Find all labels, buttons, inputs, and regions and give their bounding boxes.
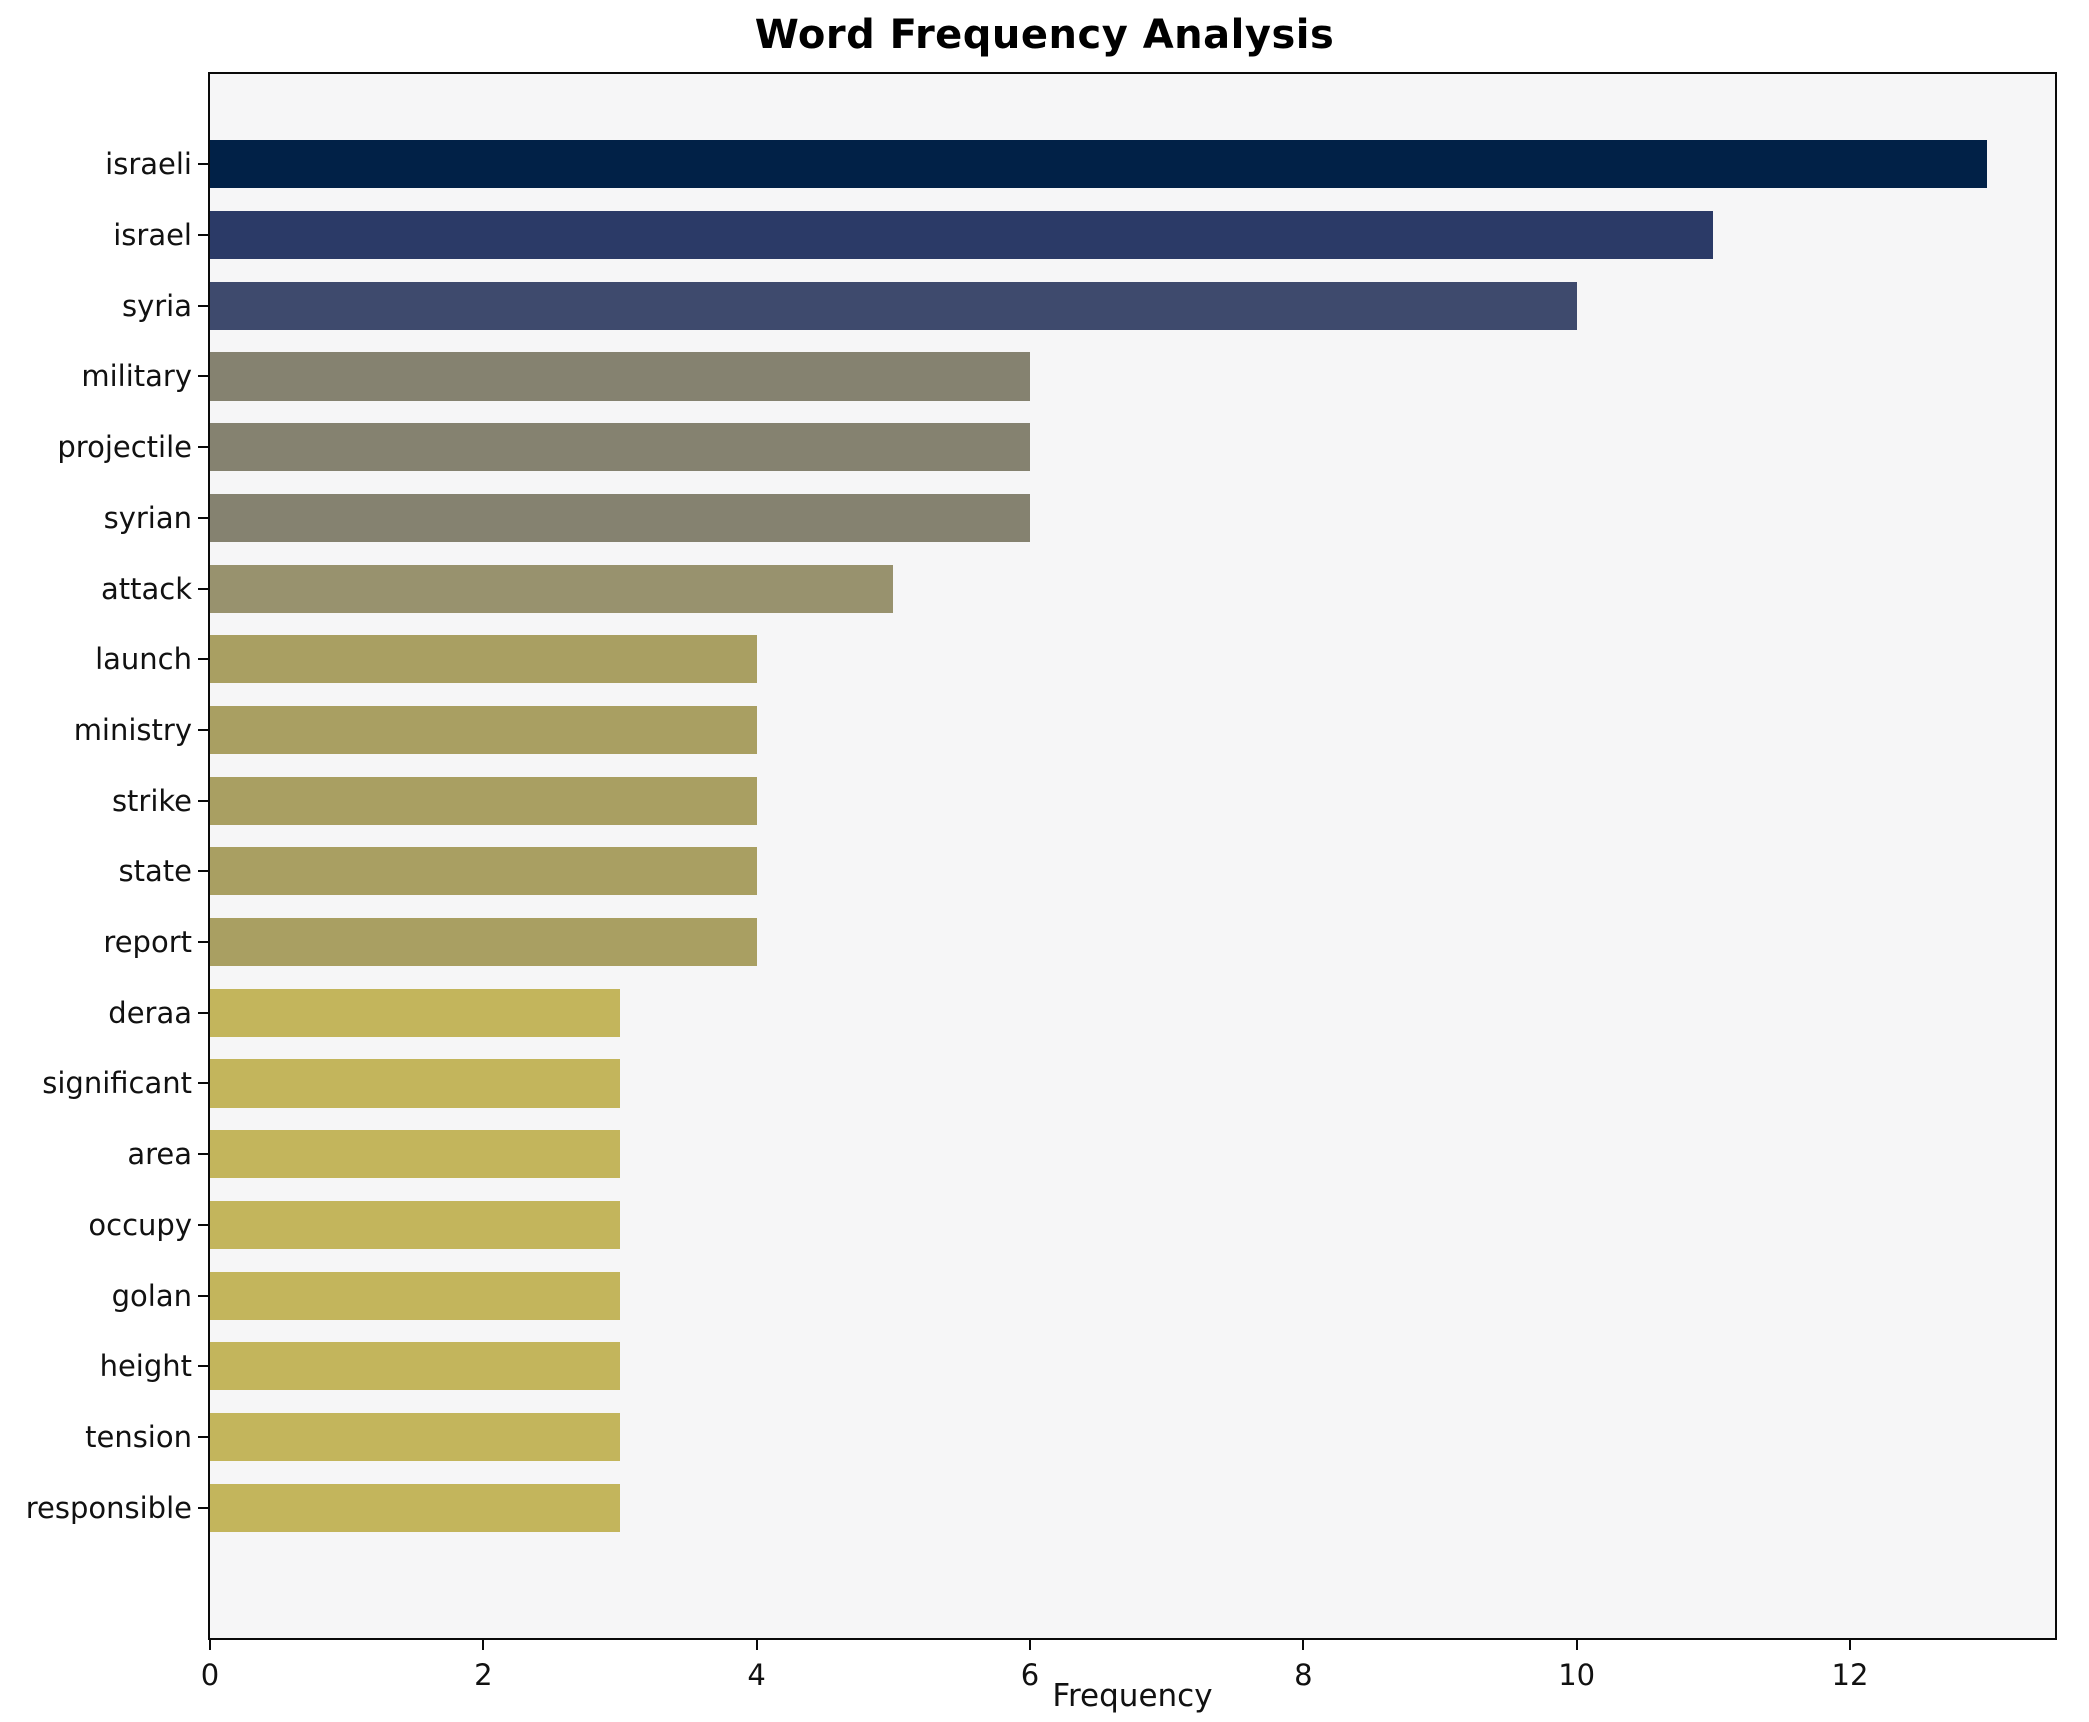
- bar-syrian: [210, 493, 1030, 542]
- x-tick-label: 12: [1831, 1658, 1869, 1692]
- x-tick-mark: [1029, 1640, 1031, 1650]
- x-tick-mark: [209, 1640, 211, 1650]
- y-tick-mark: [198, 1436, 208, 1438]
- bar-row: significant: [42, 1048, 2055, 1119]
- y-tick-mark: [198, 1011, 208, 1014]
- x-axis-label: Frequency: [1052, 1678, 1213, 1714]
- y-tick-mark: [198, 587, 208, 590]
- bar-row: syrian: [104, 483, 2055, 554]
- y-tick-mark: [198, 1223, 208, 1226]
- bar-height: [210, 1342, 620, 1391]
- y-tick-label: significant: [42, 1066, 192, 1101]
- y-tick-label: deraa: [108, 995, 192, 1030]
- y-tick-label: occupy: [88, 1207, 192, 1242]
- bar-deraa: [210, 988, 620, 1037]
- bar-report: [210, 918, 757, 967]
- bar-row: strike: [112, 765, 2055, 836]
- bar-rows: israeli israel syria military projectile syri…: [26, 129, 2055, 1543]
- bar-row: deraa: [108, 977, 2055, 1048]
- bar-row: launch: [95, 624, 2055, 695]
- bar-significant: [210, 1059, 620, 1108]
- bar-row: syria: [122, 270, 2055, 341]
- bar-attack: [210, 564, 894, 613]
- y-tick-label: syrian: [103, 500, 192, 535]
- x-tick-mark: [1575, 1640, 1578, 1650]
- bar-row: israel: [113, 200, 2055, 271]
- y-tick-mark: [198, 304, 208, 307]
- x-tick-mark: [1302, 1640, 1305, 1650]
- bar-row: golan: [112, 1260, 2055, 1331]
- bar-row: military: [81, 341, 2055, 412]
- x-tick-label: 8: [1294, 1658, 1313, 1692]
- y-tick-label: height: [99, 1349, 192, 1384]
- bar-row: state: [119, 836, 2055, 907]
- y-tick-label: ministry: [73, 712, 192, 747]
- y-tick-mark: [198, 941, 208, 944]
- y-tick-mark: [198, 1082, 208, 1085]
- y-tick-mark: [198, 234, 208, 237]
- y-tick-label: projectile: [57, 430, 192, 465]
- bar-row: area: [127, 1119, 2055, 1190]
- bar-area: [210, 1130, 620, 1179]
- y-tick-label: responsible: [25, 1490, 192, 1525]
- y-tick-mark: [198, 1365, 208, 1368]
- bar-launch: [210, 635, 757, 684]
- y-tick-label: syria: [121, 288, 192, 323]
- y-tick-mark: [198, 516, 208, 519]
- bar-row: responsible: [26, 1472, 2055, 1543]
- bar-syria: [210, 281, 1577, 330]
- y-tick-mark: [198, 658, 208, 661]
- bar-row: projectile: [57, 412, 2055, 483]
- y-tick-label: military: [81, 359, 192, 394]
- y-tick-mark: [198, 799, 208, 802]
- y-tick-label: launch: [95, 642, 192, 677]
- y-tick-label: strike: [111, 783, 192, 818]
- bar-israel: [210, 211, 1714, 260]
- y-tick-label: report: [103, 925, 192, 960]
- bar-strike: [210, 776, 757, 825]
- y-tick-mark: [198, 1506, 208, 1509]
- chart-title: Word Frequency Analysis: [754, 12, 1335, 58]
- bar-row: ministry: [74, 695, 2055, 766]
- bar-occupy: [210, 1200, 620, 1249]
- x-tick-mark: [482, 1640, 485, 1650]
- x-tick-label: 0: [200, 1658, 220, 1692]
- y-tick-mark: [198, 870, 208, 873]
- y-tick-mark: [198, 375, 208, 378]
- bar-row: attack: [101, 553, 2055, 624]
- y-tick-label: attack: [100, 571, 192, 606]
- y-tick-mark: [198, 1153, 208, 1156]
- x-tick-label: 10: [1558, 1658, 1596, 1692]
- bar-projectile: [210, 423, 1030, 472]
- y-tick-mark: [198, 446, 208, 449]
- y-tick-label: israeli: [105, 147, 192, 182]
- bar-golan: [210, 1271, 620, 1320]
- x-tick-label: 4: [747, 1658, 766, 1692]
- bar-row: tension: [85, 1402, 2055, 1473]
- bar-row: height: [100, 1331, 2055, 1402]
- bar-row: israeli: [105, 129, 2055, 200]
- y-tick-mark: [198, 1294, 208, 1297]
- x-tick-mark: [755, 1640, 758, 1650]
- x-tick-label: 6: [1020, 1658, 1040, 1692]
- bar-state: [210, 847, 757, 896]
- bar-row: occupy: [88, 1190, 2055, 1261]
- y-tick-mark: [198, 728, 208, 731]
- y-tick-label: state: [118, 854, 192, 889]
- y-tick-label: tension: [85, 1420, 192, 1454]
- plot-area: israeli israel syria military projectile syri…: [26, 72, 2057, 1692]
- bar-military: [210, 352, 1030, 401]
- bar-ministry: [210, 705, 757, 755]
- y-tick-label: israel: [113, 218, 192, 253]
- bar-row: report: [103, 907, 2055, 978]
- bar-israeli: [210, 140, 1987, 189]
- y-tick-label: area: [127, 1137, 192, 1172]
- x-tick-label: 2: [474, 1658, 493, 1692]
- bar-responsible: [210, 1483, 620, 1532]
- bar-tension: [210, 1412, 620, 1462]
- x-tick-mark: [1849, 1640, 1851, 1650]
- y-tick-mark: [198, 163, 208, 166]
- y-tick-label: golan: [111, 1278, 192, 1313]
